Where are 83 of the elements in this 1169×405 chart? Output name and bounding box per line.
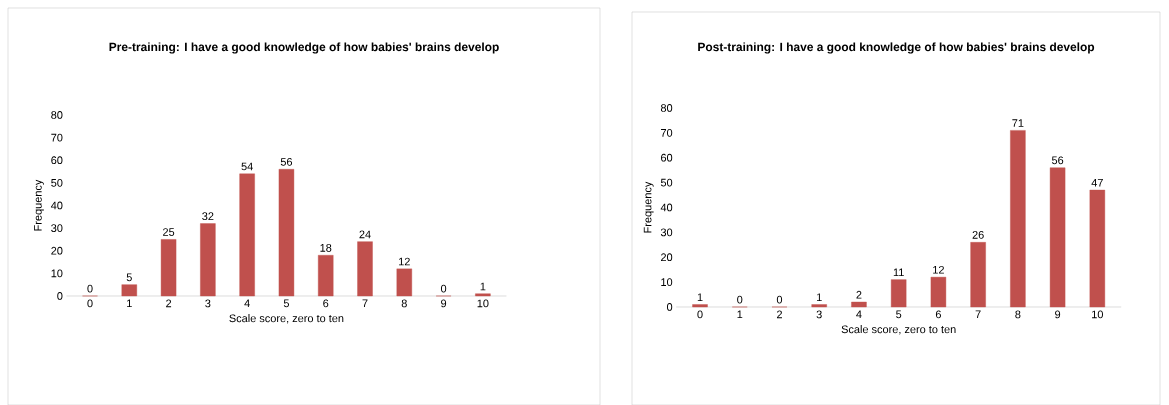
data-label: 71 <box>1012 119 1024 127</box>
data-label: 11 <box>893 268 904 277</box>
bar <box>200 223 216 297</box>
x-tick-label: 4 <box>856 310 862 318</box>
bar <box>890 279 907 308</box>
y-tick-label: 50 <box>51 178 63 187</box>
data-label: 18 <box>320 243 332 252</box>
bar <box>475 293 491 297</box>
data-label: 24 <box>359 230 371 239</box>
y-tick-label: 30 <box>660 228 673 237</box>
bar <box>357 241 373 297</box>
bar <box>278 168 295 297</box>
y-tick-label: 60 <box>51 156 63 165</box>
x-tick-label: 4 <box>244 299 250 307</box>
x-tick-label: 9 <box>1055 310 1061 319</box>
y-tick-label: 40 <box>660 203 673 212</box>
bar <box>239 173 255 297</box>
x-tick-label: 9 <box>441 299 447 308</box>
x-tick-label: 6 <box>323 299 329 308</box>
bar <box>1089 189 1106 308</box>
y-tick-label: 20 <box>661 253 673 262</box>
bar <box>851 301 867 308</box>
y-tick-label: 50 <box>660 178 673 187</box>
data-label: 32 <box>202 212 214 220</box>
bar <box>970 242 986 308</box>
y-tick-label: 80 <box>51 111 63 119</box>
x-tick-label: 8 <box>1015 310 1021 319</box>
y-axis-title: Frequency <box>34 179 44 231</box>
y-tick-label: 70 <box>661 128 673 137</box>
y-tick-label: 70 <box>51 133 63 142</box>
x-tick-label: 2 <box>166 299 172 308</box>
x-tick-label: 10 <box>477 299 489 308</box>
x-tick-label: 7 <box>362 299 368 307</box>
y-tick-label: 20 <box>51 246 63 255</box>
data-label: 12 <box>399 257 410 266</box>
chart-title: Pre-training: I have a good knowledge of how babies' brains develop <box>109 42 499 54</box>
bar <box>930 276 947 308</box>
x-tick-label: 1 <box>737 310 743 318</box>
data-label: 12 <box>933 265 944 274</box>
x-tick-label: 6 <box>935 310 941 319</box>
x-tick-label: 5 <box>283 299 290 308</box>
data-label: 2 <box>856 290 862 299</box>
data-label: 56 <box>1051 156 1064 165</box>
y-tick-label: 60 <box>661 153 673 162</box>
x-axis-title: Scale score, zero to ten <box>229 314 344 324</box>
bar <box>1010 130 1026 308</box>
x-tick-label: 1 <box>127 299 132 307</box>
bar <box>121 284 137 297</box>
x-tick-label: 0 <box>87 299 93 308</box>
data-label: 1 <box>480 282 486 291</box>
bar <box>692 304 708 308</box>
x-tick-label: 3 <box>816 310 822 319</box>
x-tick-label: 5 <box>896 310 902 319</box>
data-label: 47 <box>1091 178 1103 187</box>
bar <box>318 254 334 297</box>
y-tick-label: 30 <box>51 224 63 232</box>
data-label: 0 <box>440 284 447 293</box>
x-tick-label: 2 <box>776 310 782 319</box>
data-label: 54 <box>241 162 253 171</box>
data-label: 25 <box>163 228 175 236</box>
data-label: 56 <box>280 157 293 166</box>
data-label: 1 <box>697 293 703 301</box>
y-tick-label: 40 <box>50 201 63 210</box>
bar <box>396 268 412 297</box>
y-axis-title: Frequency <box>643 181 654 233</box>
x-tick-label: 0 <box>697 310 703 319</box>
y-tick-label: 10 <box>661 278 673 286</box>
bar <box>811 304 827 308</box>
data-label: 1 <box>816 293 822 301</box>
data-label: 5 <box>126 273 132 282</box>
y-tick-label: 10 <box>51 269 63 278</box>
bar <box>1049 167 1066 308</box>
data-label: 26 <box>972 230 984 239</box>
bar <box>160 239 177 297</box>
y-tick-label: 80 <box>660 104 673 112</box>
x-tick-label: 8 <box>401 299 407 308</box>
x-tick-label: 10 <box>1092 310 1103 319</box>
x-tick-label: 3 <box>205 299 211 308</box>
data-label: 0 <box>87 284 93 293</box>
y-tick-label: 0 <box>57 292 63 300</box>
x-axis-title: Scale score, zero to ten <box>841 325 956 335</box>
chart-title: Post-training: I have a good knowledge of how babies' brains develop <box>698 42 1095 54</box>
x-tick-label: 7 <box>975 310 981 318</box>
